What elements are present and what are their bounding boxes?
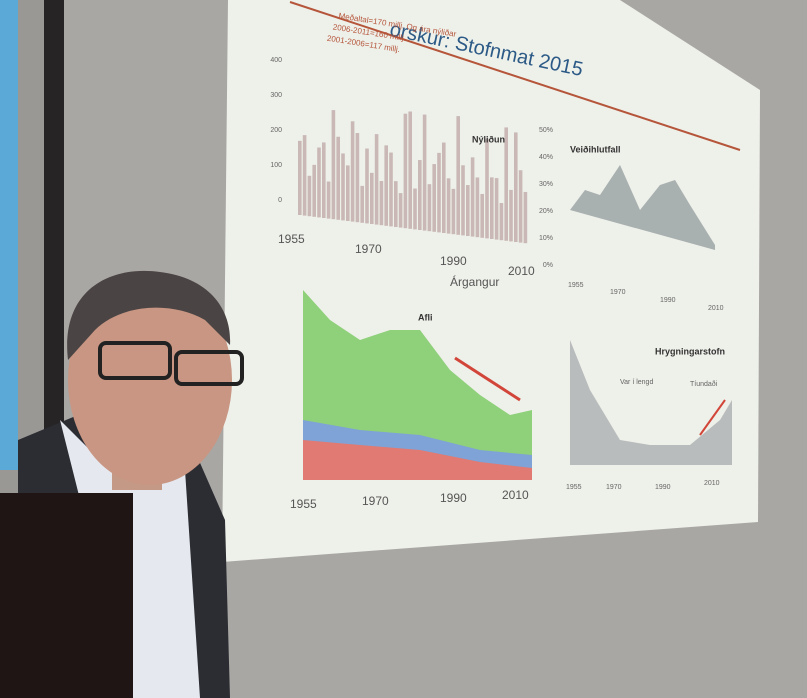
y-tick-label: 300 [270,92,282,99]
x-tick-label: 1970 [355,242,382,256]
bar-shape [370,172,374,224]
bar-shape [422,114,427,231]
x-axis-title: Árgangur [450,274,499,289]
bar-shape [442,142,446,233]
bar-shape [398,193,403,228]
y-tick-label: 0% [543,262,553,269]
y-tick-label: 30% [539,181,553,188]
bar-shape [384,145,388,226]
panel-label: Hrygningarstofn [655,346,725,356]
x-tick-label: 2010 [502,488,529,502]
bar-shape [446,178,451,234]
y-tick-label: 100 [270,162,282,169]
bar-shape [374,134,379,225]
bar-shape [403,113,408,229]
dark-edge [44,0,64,440]
x-tick-label: 1990 [440,254,467,268]
bar-shape [518,170,523,243]
x-tick-label: 1990 [660,297,676,304]
bar-shape [350,121,355,222]
y-tick-label: 10% [539,235,553,242]
title-rule [289,1,741,151]
y-tick-label: 40% [539,154,553,161]
bar-shape [302,135,307,216]
bar-shape [437,152,441,233]
x-tick-label: 1990 [655,484,671,491]
x-tick-label: 2010 [704,480,720,487]
y-tick-label: 400 [270,57,282,64]
bar-shape [494,178,499,240]
area-red [303,440,532,480]
x-tick-label: 1990 [440,491,467,505]
annotation: Tíundaði [690,380,718,388]
arrow-shape [699,399,726,436]
bar-shape [418,160,422,230]
bar-shape [499,203,504,241]
bar-shape [408,111,412,229]
bar-shape [355,133,360,223]
area-ssb [570,340,732,465]
bar-shape [346,165,350,221]
bar-shape [509,189,513,242]
y-tick-label: 0 [278,197,282,204]
x-tick-label: 1970 [610,289,626,296]
x-tick-label: 1970 [362,494,389,508]
bar-shape [475,177,480,238]
dark-box [0,493,133,698]
annotation: Var í lengd [620,379,653,386]
bar-shape [341,153,345,221]
bar-shape [394,181,398,227]
x-tick-label: 1955 [278,232,305,246]
bar-shape [365,148,369,224]
y-tick-label: 200 [270,127,282,134]
bar-shape [317,147,321,218]
bar-shape [298,140,302,215]
bar-shape [466,185,470,236]
x-tick-label: 1955 [566,484,582,491]
glasses-left [98,341,172,380]
glasses-right [174,350,244,386]
bar-shape [504,127,508,241]
x-tick-label: 1955 [568,282,584,289]
bar-shape [432,164,436,232]
x-tick-label: 1955 [290,497,317,511]
bar-shape [456,116,460,235]
blue-strip [0,0,18,470]
bar-shape [485,138,489,239]
bar-shape [307,175,312,217]
bar-shape [360,185,364,223]
bar-shape [331,110,336,220]
y-tick-label: 20% [539,208,553,215]
bar-shape [451,188,456,235]
bar-shape [389,152,393,227]
arrow-shape [454,356,521,402]
bar-shape [480,193,484,238]
panel-label: Nýliðun [472,134,505,144]
bar-shape [514,132,518,242]
area-shape [570,165,715,250]
y-tick-label: 50% [539,127,553,134]
x-tick-label: 2010 [508,264,535,278]
bar-shape [379,180,384,226]
panel-label: Veiðihlutfall [570,144,621,154]
x-tick-label: 1970 [606,484,622,491]
panel-label: Afli [418,312,433,322]
bar-shape [322,142,326,218]
bar-shape [523,191,528,244]
bar-shape [490,177,494,239]
hair [67,270,231,360]
bar-shape [336,136,340,220]
bar-shape [413,188,417,230]
bar-shape [427,184,432,232]
bar-shape [326,181,331,219]
bar-shape [470,157,475,237]
bar-shape [312,164,316,217]
x-tick-label: 2010 [708,305,724,312]
bar-shape [461,165,465,236]
